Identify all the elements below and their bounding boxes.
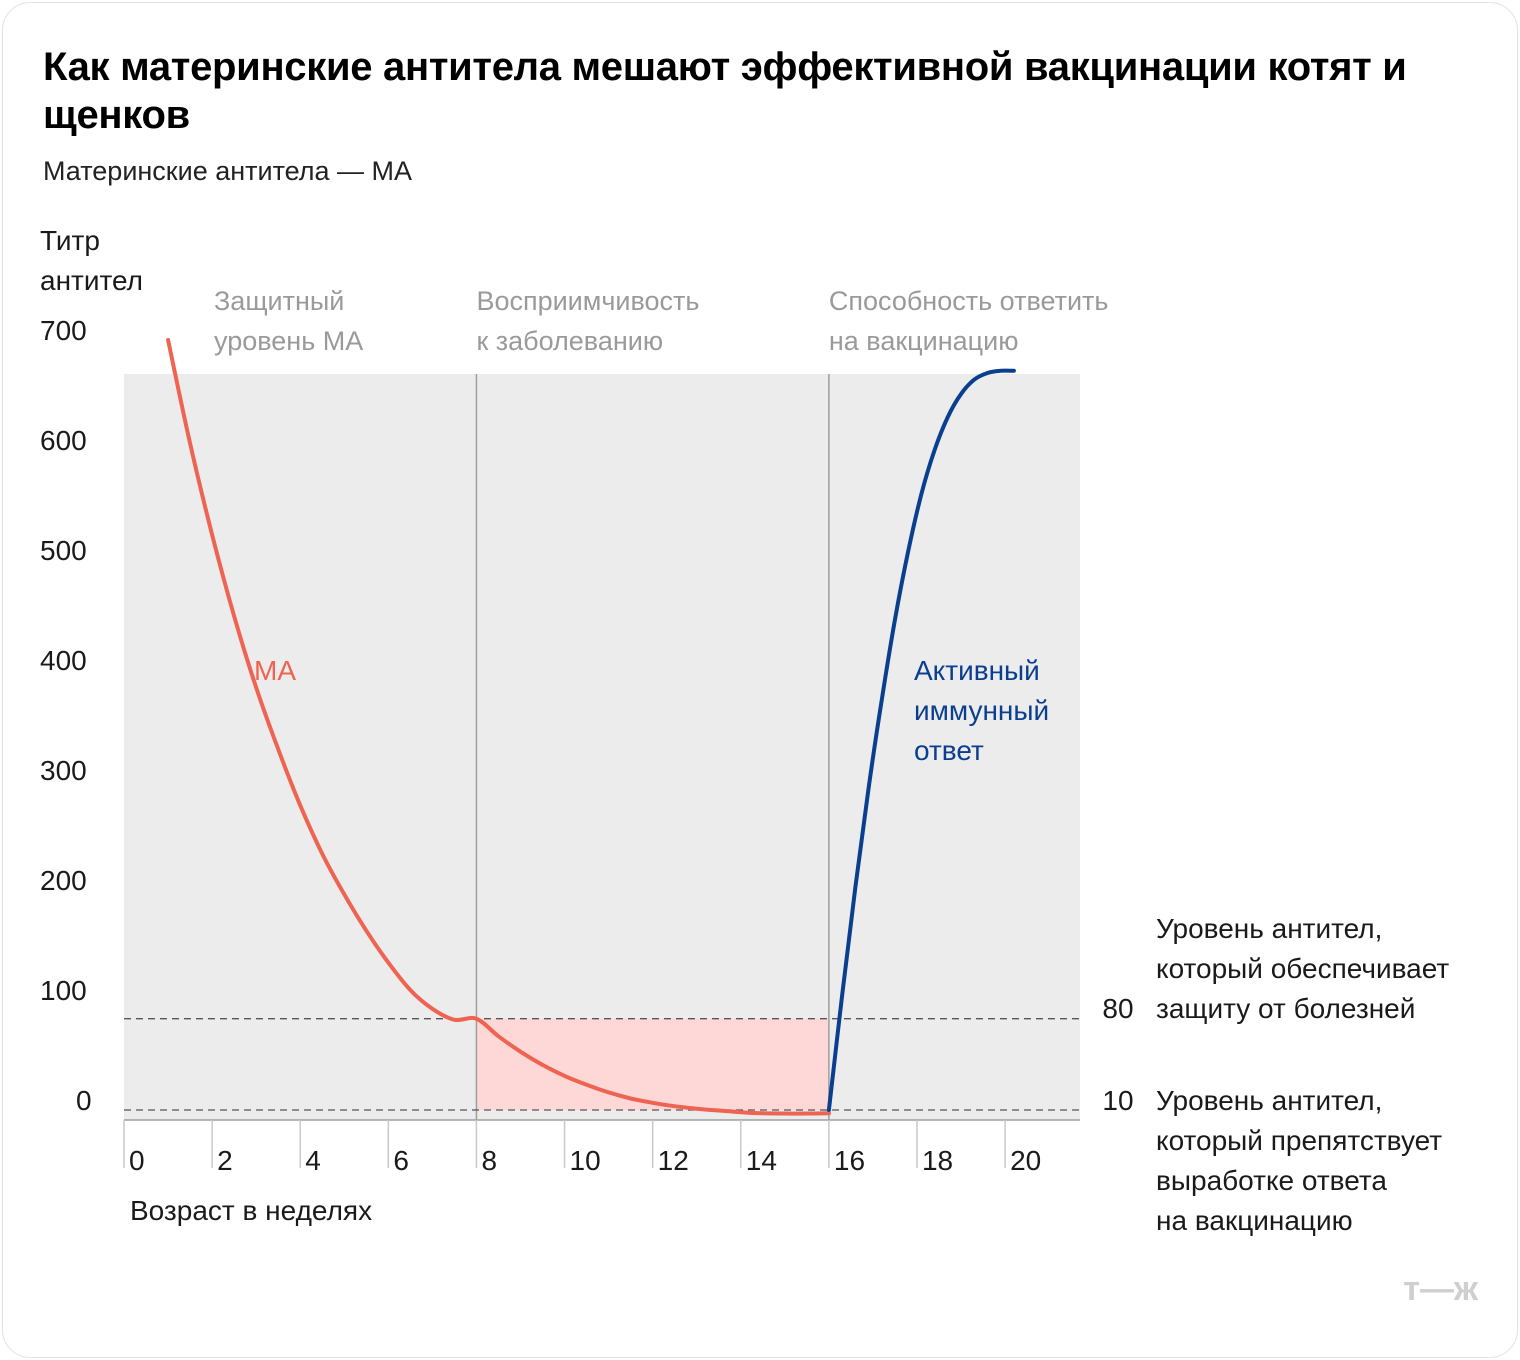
y-tick-label: 700 (40, 315, 87, 346)
y-tick-label: 200 (40, 865, 87, 896)
threshold-description: на вакцинацию (1156, 1205, 1353, 1236)
x-tick-label: 4 (305, 1145, 321, 1176)
zone-label: Способность ответить (829, 286, 1109, 316)
watermark-logo: т—ж (1403, 1270, 1479, 1308)
x-tick-label: 20 (1010, 1145, 1041, 1176)
y-tick-label: 600 (40, 425, 87, 456)
y-tick-label: 400 (40, 645, 87, 676)
x-tick-label: 8 (481, 1145, 497, 1176)
y-tick-label: 500 (40, 535, 87, 566)
x-tick-label: 14 (746, 1145, 777, 1176)
zone-label: к заболеванию (476, 326, 663, 356)
chart-subtitle: Материнские антитела — МА (43, 156, 413, 186)
zone-label: Восприимчивость (476, 286, 699, 316)
zone-label: на вакцинацию (829, 326, 1019, 356)
series-label: МА (254, 655, 296, 686)
threshold-description: Уровень антител, (1156, 913, 1382, 944)
series-line (826, 368, 1016, 1112)
x-axis-title: Возраст в неделях (130, 1195, 372, 1226)
x-tick-label: 0 (129, 1145, 145, 1176)
threshold-description: выработке ответа (1156, 1165, 1387, 1196)
threshold-value: 10 (1102, 1085, 1133, 1116)
y-axis-title: антител (40, 265, 143, 296)
x-tick-label: 16 (834, 1145, 865, 1176)
zone-label: уровень МА (214, 326, 363, 356)
x-tick-label: 10 (570, 1145, 601, 1176)
threshold-description: который обеспечивает (1156, 953, 1449, 984)
susceptibility-window (476, 1018, 829, 1110)
threshold-description: Уровень антител, (1156, 1085, 1382, 1116)
x-tick-label: 12 (658, 1145, 689, 1176)
x-tick-label: 6 (393, 1145, 409, 1176)
y-tick-label: 0 (76, 1085, 92, 1116)
threshold-description: который препятствует (1156, 1125, 1442, 1156)
series-label: ответ (914, 735, 984, 766)
threshold-value: 80 (1102, 993, 1133, 1024)
chart-title: Как материнские антитела мешают эффектив… (43, 45, 1407, 137)
y-tick-label: 300 (40, 755, 87, 786)
threshold-description: защиту от болезней (1156, 993, 1415, 1024)
y-axis-title: Титр (40, 225, 100, 256)
x-tick-label: 2 (217, 1145, 233, 1176)
series-label: Активный (914, 655, 1040, 686)
series-line (166, 338, 831, 1116)
y-tick-label: 100 (40, 975, 87, 1006)
x-tick-label: 18 (922, 1145, 953, 1176)
zone-label: Защитный (214, 286, 344, 316)
series-label: иммунный (914, 695, 1049, 726)
